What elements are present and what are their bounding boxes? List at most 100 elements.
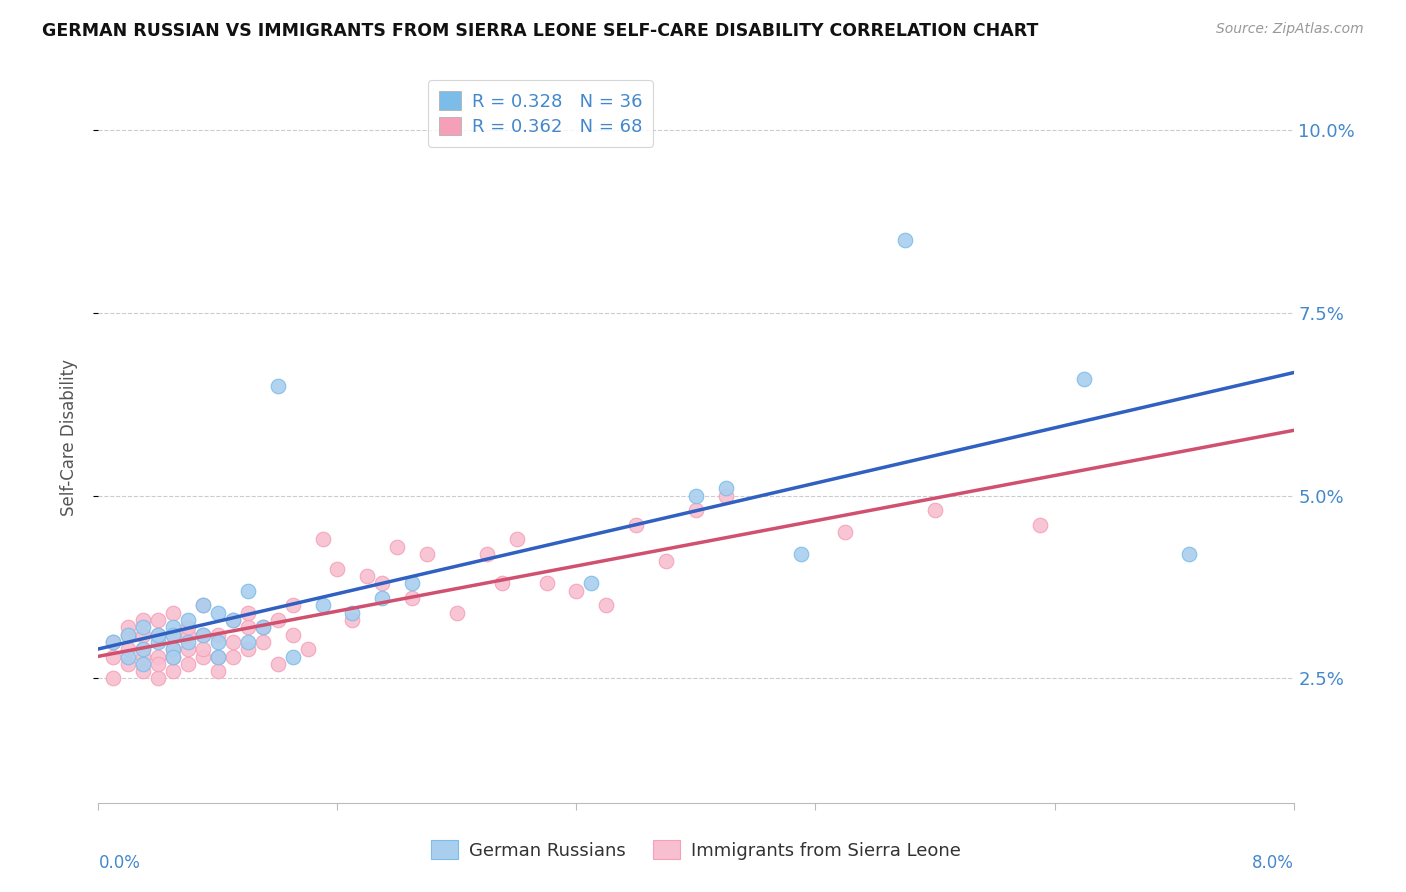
Point (191, 599, 214, 613)
Point (565, 583, 588, 598)
Point (132, 642, 155, 657)
Text: 0.0%: 0.0% (98, 854, 141, 872)
Point (834, 525, 856, 540)
Point (236, 583, 259, 598)
Point (148, 627, 170, 641)
Point (297, 642, 319, 657)
Point (191, 627, 214, 641)
Point (177, 613, 200, 627)
Point (789, 547, 811, 561)
Point (685, 503, 707, 517)
Point (311, 533, 333, 547)
Point (148, 649, 170, 664)
Point (685, 489, 707, 503)
Point (132, 642, 155, 657)
Point (207, 664, 229, 678)
Point (132, 657, 155, 671)
Point (207, 627, 229, 641)
Point (117, 627, 139, 641)
Point (132, 649, 155, 664)
Point (177, 620, 200, 634)
Point (207, 606, 229, 620)
Point (132, 627, 155, 641)
Point (222, 613, 245, 627)
Point (191, 642, 214, 657)
Point (595, 599, 617, 613)
Point (162, 649, 184, 664)
Point (356, 569, 378, 583)
Point (714, 481, 737, 495)
Point (117, 620, 139, 634)
Point (236, 620, 259, 634)
Point (103, 672, 125, 686)
Point (401, 576, 423, 591)
Point (281, 627, 304, 641)
Point (252, 620, 274, 634)
Point (536, 576, 558, 591)
Point (162, 664, 184, 678)
Point (222, 613, 245, 627)
Point (103, 635, 125, 649)
Point (252, 620, 274, 634)
Point (177, 642, 200, 657)
Point (117, 657, 139, 671)
Point (103, 635, 125, 649)
Text: GERMAN RUSSIAN VS IMMIGRANTS FROM SIERRA LEONE SELF-CARE DISABILITY CORRELATION : GERMAN RUSSIAN VS IMMIGRANTS FROM SIERRA… (42, 22, 1039, 40)
Point (401, 591, 423, 605)
Point (191, 599, 214, 613)
Text: 8.0%: 8.0% (1251, 854, 1294, 872)
Point (162, 606, 184, 620)
Point (267, 379, 290, 393)
Point (416, 547, 439, 561)
Point (236, 606, 259, 620)
Point (252, 635, 274, 649)
Point (371, 576, 394, 591)
Point (148, 657, 170, 671)
Point (148, 672, 170, 686)
Y-axis label: Self-Care Disability: Self-Care Disability (59, 359, 77, 516)
Point (207, 649, 229, 664)
Point (326, 562, 349, 576)
Point (132, 664, 155, 678)
Point (222, 635, 245, 649)
Point (162, 627, 184, 641)
Point (148, 613, 170, 627)
Point (117, 649, 139, 664)
Point (1028, 517, 1050, 532)
Point (191, 627, 214, 641)
Point (162, 627, 184, 641)
Point (626, 517, 648, 532)
Point (491, 576, 513, 591)
Point (177, 635, 200, 649)
Point (191, 649, 214, 664)
Point (148, 635, 170, 649)
Point (177, 657, 200, 671)
Point (475, 547, 498, 561)
Point (162, 620, 184, 634)
Point (132, 613, 155, 627)
Point (103, 649, 125, 664)
Point (207, 635, 229, 649)
Point (371, 591, 394, 605)
Text: Source: ZipAtlas.com: Source: ZipAtlas.com (1216, 22, 1364, 37)
Point (506, 533, 529, 547)
Point (342, 606, 364, 620)
Point (655, 554, 678, 568)
Point (162, 649, 184, 664)
Point (132, 620, 155, 634)
Point (1073, 371, 1095, 385)
Point (385, 540, 409, 554)
Point (222, 649, 245, 664)
Point (117, 642, 139, 657)
Point (281, 649, 304, 664)
Point (281, 599, 304, 613)
Point (162, 642, 184, 657)
Point (894, 233, 917, 247)
Point (148, 627, 170, 641)
Point (267, 657, 290, 671)
Point (177, 627, 200, 641)
Point (236, 642, 259, 657)
Point (311, 599, 333, 613)
Legend: German Russians, Immigrants from Sierra Leone: German Russians, Immigrants from Sierra … (425, 833, 967, 867)
Point (1178, 547, 1201, 561)
